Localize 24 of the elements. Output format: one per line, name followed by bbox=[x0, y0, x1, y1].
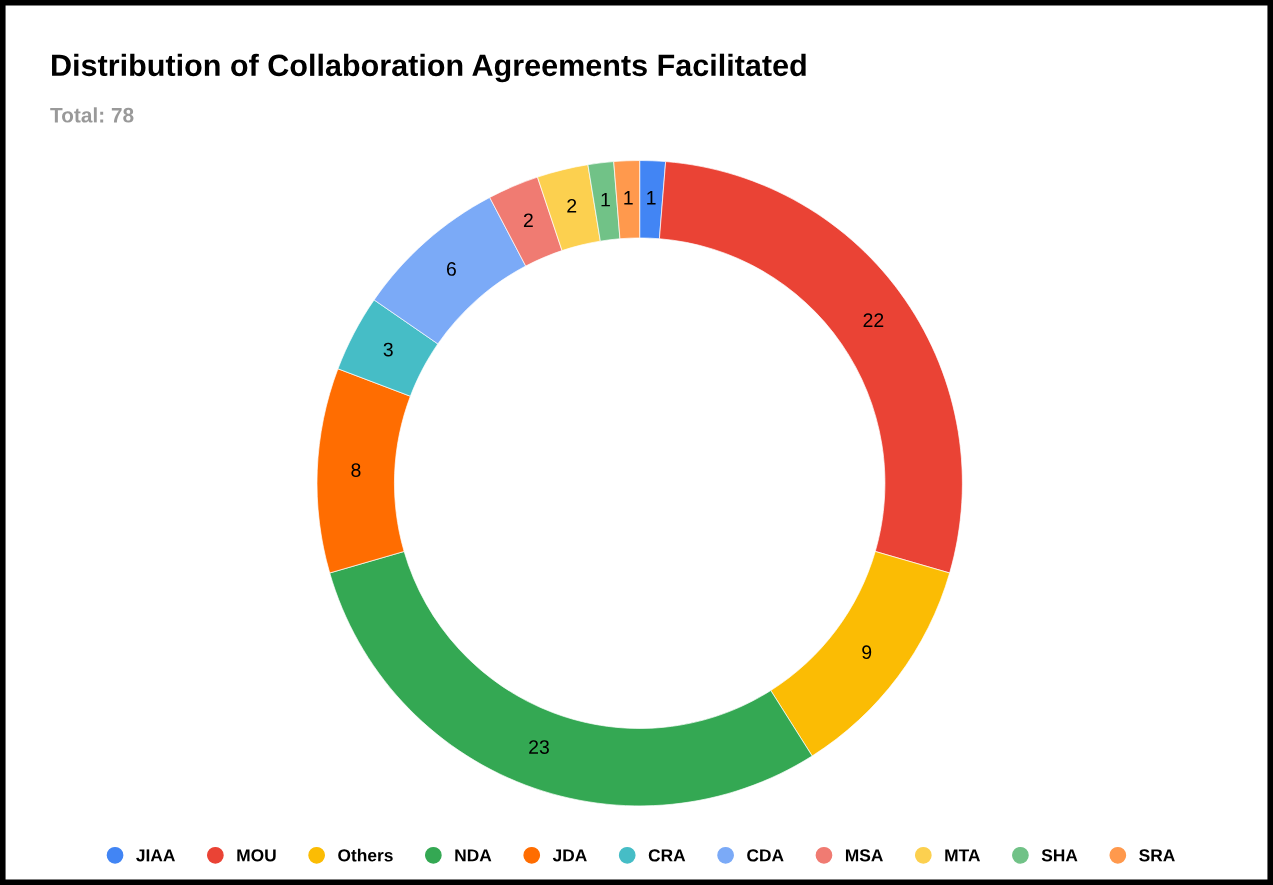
legend-label: MTA bbox=[945, 849, 981, 862]
data-label: 23 bbox=[529, 740, 549, 754]
legend-label: Others bbox=[338, 848, 393, 862]
data-label: 6 bbox=[446, 262, 456, 276]
chart-subtitle: Total: 78 bbox=[50, 107, 134, 123]
data-label: 1 bbox=[624, 191, 633, 205]
legend-label: MSA bbox=[845, 849, 883, 862]
data-label: 1 bbox=[601, 192, 610, 207]
legend-label: SRA bbox=[1139, 849, 1175, 862]
data-label: 8 bbox=[351, 463, 361, 477]
legend-label: CRA bbox=[648, 849, 686, 862]
legend-label: JDA bbox=[552, 849, 587, 862]
data-label: 1 bbox=[647, 191, 656, 205]
data-label: 2 bbox=[523, 213, 533, 227]
legend-label: SHA bbox=[1041, 849, 1078, 862]
legend-label: CDA bbox=[747, 849, 784, 862]
legend-label: JIAA bbox=[136, 849, 175, 862]
data-label: 22 bbox=[863, 313, 884, 327]
legend-label: NDA bbox=[455, 849, 492, 862]
chart-title: Distribution of Collaboration Agreements Facilitated bbox=[52, 53, 806, 83]
data-label: 3 bbox=[383, 342, 393, 357]
data-label: 9 bbox=[862, 645, 872, 660]
legend-label: MOU bbox=[237, 849, 276, 862]
data-label: 2 bbox=[567, 198, 577, 213]
